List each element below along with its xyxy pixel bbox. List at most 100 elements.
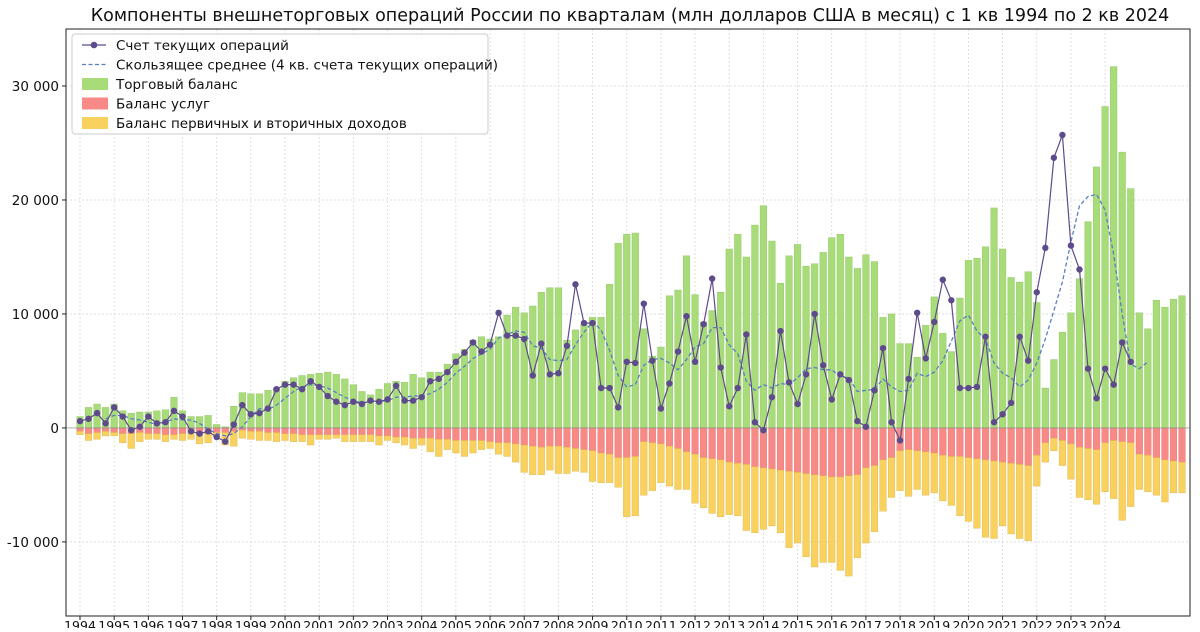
bar-services-balance — [606, 427, 614, 455]
bar-income-balance — [768, 468, 776, 527]
bar-income-balance — [734, 463, 742, 516]
bar-services-balance — [272, 427, 281, 433]
bar-income-balance — [708, 458, 716, 514]
bar-services-balance — [708, 427, 716, 459]
x-tick-label: 2001 — [303, 618, 335, 628]
bar-services-balance — [1110, 427, 1118, 441]
bar-income-balance — [392, 436, 400, 443]
bar-income-balance — [332, 434, 340, 439]
bar-services-balance — [956, 427, 964, 457]
legend-label: Скользящее среднее (4 кв. счета текущих … — [116, 58, 498, 74]
bar-income-balance — [1024, 465, 1032, 541]
bar-services-balance — [828, 427, 836, 478]
current-account-point — [948, 297, 955, 304]
bar-services-balance — [990, 427, 998, 462]
bar-services-balance — [435, 427, 443, 440]
bar-services-balance — [563, 427, 571, 448]
bar-income-balance — [1050, 437, 1058, 451]
bar-income-balance — [409, 437, 417, 449]
current-account-point — [273, 385, 280, 393]
current-account-point — [1025, 357, 1032, 364]
bar-income-balance — [1058, 440, 1066, 466]
bar-trade-balance — [939, 333, 947, 429]
current-account-point — [828, 396, 835, 403]
bar-income-balance — [742, 464, 750, 531]
bar-services-balance — [742, 427, 750, 465]
bar-trade-balance — [648, 355, 656, 429]
x-tick-label: 2023 — [1055, 618, 1087, 628]
bar-income-balance — [571, 448, 580, 472]
bar-services-balance — [930, 427, 938, 454]
plot-frame — [65, 28, 1191, 617]
current-account-point — [640, 300, 648, 307]
bar-services-balance — [1041, 427, 1049, 443]
bar-income-balance — [845, 475, 853, 577]
current-account-point — [478, 348, 485, 355]
bar-income-balance — [520, 444, 528, 473]
legend-swatch-income — [82, 117, 108, 129]
bar-services-balance — [1058, 427, 1066, 441]
current-account-point — [760, 427, 767, 434]
current-account-point — [1084, 365, 1092, 372]
x-tick-label: 2009 — [577, 618, 609, 628]
bar-income-balance — [102, 431, 110, 437]
current-account-point — [990, 419, 998, 426]
current-account-point — [358, 400, 366, 408]
bar-income-balance — [1033, 455, 1041, 487]
bar-trade-balance — [1033, 302, 1041, 429]
bar-services-balance — [571, 427, 580, 449]
current-account-point — [734, 384, 741, 392]
bar-income-balance — [1093, 449, 1101, 505]
x-tick-label: 2019 — [918, 618, 950, 628]
bar-services-balance — [1084, 427, 1092, 449]
bar-income-balance — [238, 430, 246, 439]
bar-trade-balance — [1152, 300, 1160, 429]
bar-trade-balance — [870, 261, 878, 429]
bar-income-balance — [503, 442, 511, 457]
current-account-point — [213, 433, 220, 441]
bar-income-balance — [836, 476, 844, 571]
x-tick-label: 2024 — [1089, 618, 1121, 628]
bar-services-balance — [469, 427, 477, 441]
current-account-point — [145, 413, 152, 420]
bar-income-balance — [794, 472, 802, 544]
bar-income-balance — [725, 461, 733, 515]
bar-services-balance — [477, 427, 486, 441]
x-tick-label: 2008 — [542, 618, 574, 628]
bar-trade-balance — [571, 329, 580, 429]
bar-trade-balance — [486, 338, 494, 429]
rolling-average-line — [105, 193, 1149, 437]
chart-title: Компоненты внешнеторговых операций Росси… — [91, 6, 1170, 26]
bar-services-balance — [281, 427, 289, 434]
current-account-point — [128, 427, 135, 434]
bar-trade-balance — [853, 268, 861, 429]
bar-trade-balance — [1118, 151, 1126, 429]
bar-income-balance — [1118, 441, 1126, 521]
current-account-point — [196, 430, 203, 437]
bar-services-balance — [999, 427, 1007, 463]
bar-income-balance — [281, 433, 289, 441]
bar-income-balance — [546, 445, 554, 471]
bar-income-balance — [802, 473, 810, 557]
bar-trade-balance — [1127, 188, 1135, 429]
bar-income-balance — [930, 452, 938, 494]
current-account-point — [837, 371, 844, 378]
bar-income-balance — [1144, 455, 1152, 492]
bar-services-balance — [332, 427, 340, 435]
bar-trade-balance — [315, 373, 323, 429]
bar-services-balance — [811, 427, 819, 475]
x-tick-label: 2002 — [337, 618, 369, 628]
bar-income-balance — [981, 459, 990, 538]
current-account-point — [691, 358, 699, 366]
bar-services-balance — [939, 427, 947, 456]
current-account-point — [512, 332, 519, 339]
current-account-point — [854, 417, 861, 425]
current-account-point — [1007, 399, 1015, 407]
x-tick-label: 2006 — [474, 618, 506, 628]
bar-services-balance — [1161, 427, 1169, 461]
bar-trade-balance — [922, 325, 930, 429]
bar-income-balance — [486, 441, 494, 449]
bar-income-balance — [290, 433, 298, 442]
current-account-point — [794, 400, 801, 408]
